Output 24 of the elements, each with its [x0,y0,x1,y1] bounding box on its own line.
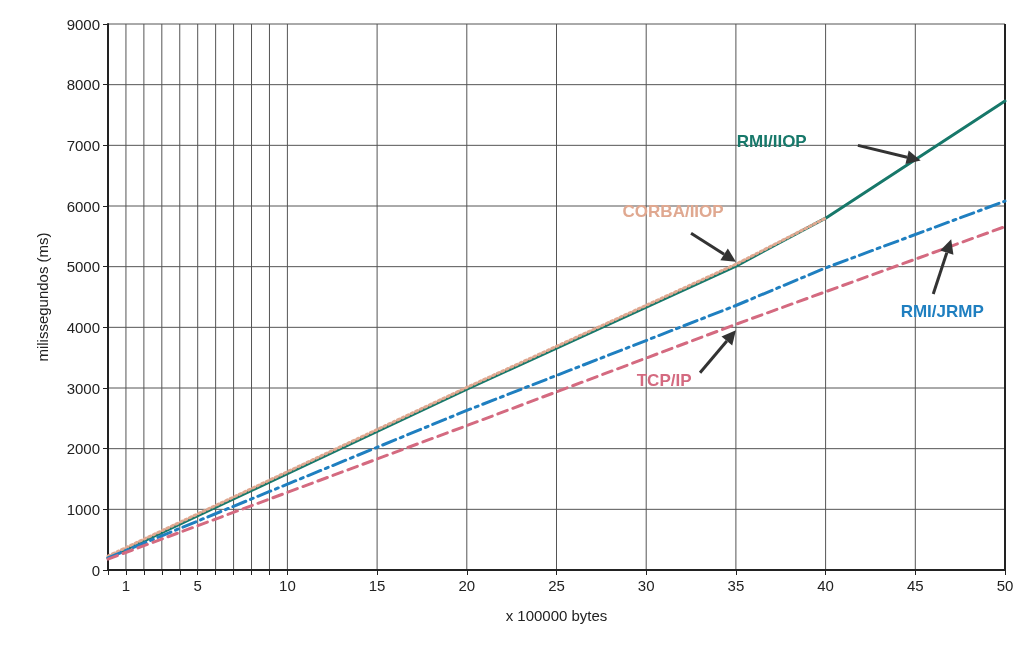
y-tick-label: 0 [91,561,100,579]
x-tick-label: 1 [121,577,131,594]
x-tick-label: 50 [996,577,1014,594]
line-series [106,216,828,558]
x-tick-label: 45 [906,577,924,594]
x-tick-label: 20 [458,577,476,594]
y-tick-label: 9000 [66,15,100,33]
y-tick-label: 5000 [66,258,100,276]
x-tick-label: 30 [637,577,655,594]
y-tick-label: 1000 [66,500,100,518]
y-tick-label: 2000 [66,440,100,458]
x-axis-title: x 100000 bytes [505,607,608,624]
y-tick-label: 3000 [66,379,100,397]
y-tick-label: 6000 [66,197,100,215]
x-tick-label: 25 [548,577,565,594]
x-tick-label: 10 [279,577,296,594]
x-tick-label: 15 [368,577,386,594]
y-tick-label: 8000 [66,76,100,94]
x-tick-label: 40 [817,577,834,594]
y-axis-title: milissegundos (ms) [34,232,51,362]
x-tick-label: 5 [193,577,202,594]
y-tick-label: 7000 [66,136,100,154]
x-tick-label: 35 [727,577,745,594]
y-tick-label: 4000 [66,318,100,336]
